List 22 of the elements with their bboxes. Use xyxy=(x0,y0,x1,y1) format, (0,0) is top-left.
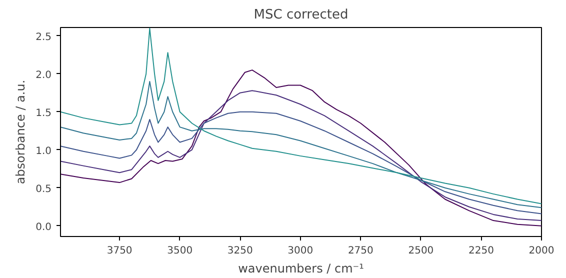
line-series xyxy=(60,70,542,226)
line-series xyxy=(60,90,542,222)
y-tick-label: 0.0 xyxy=(36,222,52,233)
x-tick-label: 3250 xyxy=(227,246,253,256)
x-tick-label: 3750 xyxy=(106,246,132,256)
x-axis-title: wavenumbers / cm⁻¹ xyxy=(238,262,364,276)
x-tick-label: 3500 xyxy=(167,246,193,256)
line-series xyxy=(60,111,542,214)
y-tick-label: 0.5 xyxy=(36,184,52,195)
y-tick-label: 1.5 xyxy=(36,108,52,119)
line-series xyxy=(60,28,542,204)
x-tick-label: 2750 xyxy=(348,246,374,256)
chart-title: MSC corrected xyxy=(254,8,348,22)
x-tick-label: 2000 xyxy=(528,246,554,256)
y-tick-label: 2.0 xyxy=(36,70,52,81)
y-axis-title: absorbance / a.u. xyxy=(14,80,28,184)
line-series xyxy=(60,80,542,208)
y-tick-label: 1.0 xyxy=(36,146,52,157)
y-tick-label: 2.5 xyxy=(36,32,52,43)
x-tick-label: 2250 xyxy=(468,246,494,256)
x-tick-label: 3000 xyxy=(288,246,314,256)
x-tick-label: 2500 xyxy=(408,246,434,256)
